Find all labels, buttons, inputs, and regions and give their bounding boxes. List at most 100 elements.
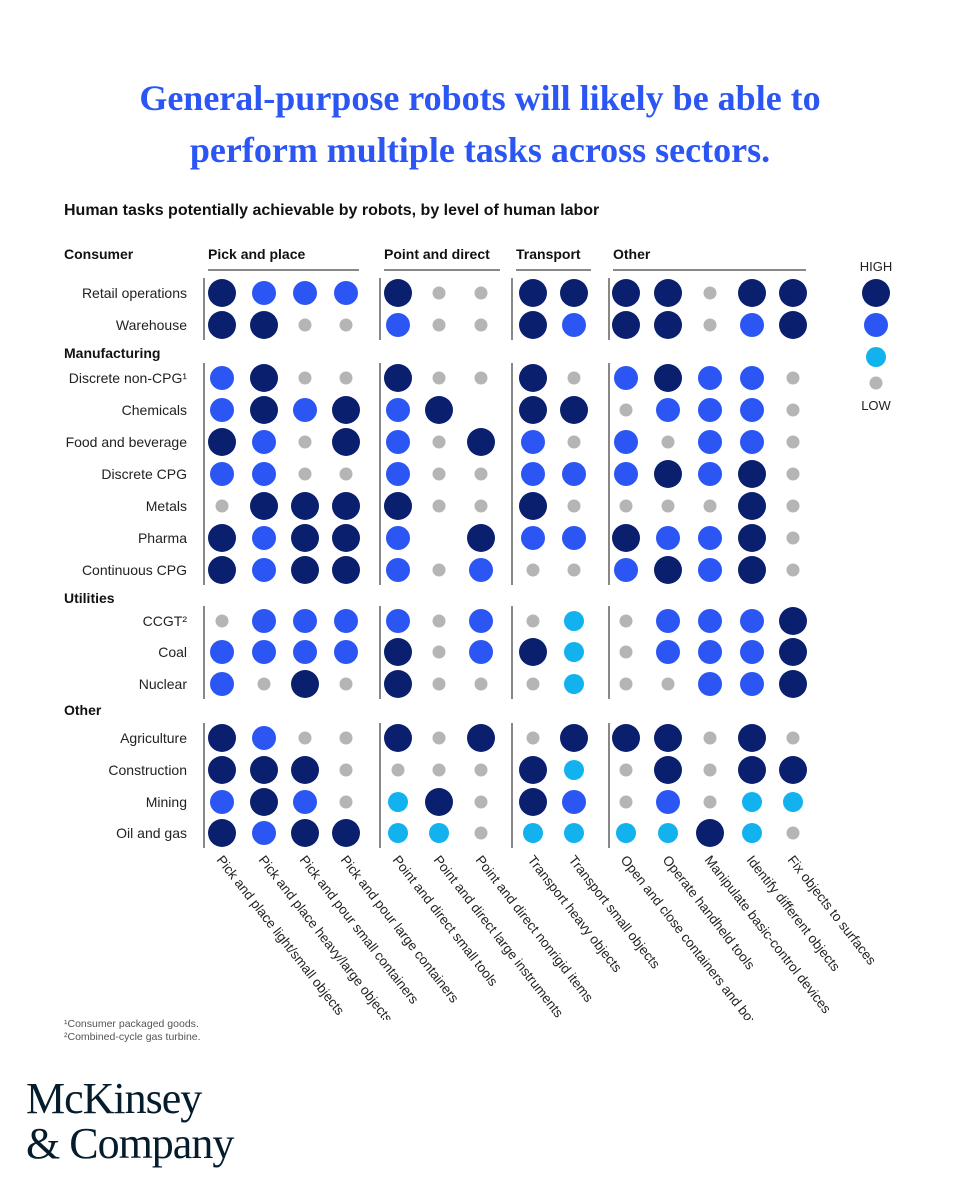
data-dot — [432, 677, 446, 691]
data-dot — [740, 398, 764, 422]
dot-matrix-chart: Pick and place Point and direct Transport O… — [64, 246, 893, 1020]
data-dot — [332, 556, 360, 584]
data-dot — [786, 826, 800, 840]
data-dot — [656, 398, 680, 422]
data-dot — [614, 462, 638, 486]
data-dot — [562, 313, 586, 337]
data-dot — [208, 279, 236, 307]
data-dot — [210, 398, 234, 422]
data-dot — [386, 558, 410, 582]
data-dot — [619, 677, 633, 691]
data-dot — [339, 318, 353, 332]
data-dot — [252, 609, 276, 633]
data-dot — [738, 724, 766, 752]
data-dot — [654, 756, 682, 784]
data-dot — [560, 279, 588, 307]
data-dot — [429, 823, 449, 843]
data-dot — [779, 638, 807, 666]
data-dot — [339, 677, 353, 691]
data-dot — [519, 788, 547, 816]
sector-row-label: Mining — [146, 794, 187, 810]
data-dot — [619, 645, 633, 659]
data-dot — [519, 311, 547, 339]
logo-line-2: & Company — [26, 1119, 234, 1168]
data-dot — [474, 826, 488, 840]
sector-row-label: Metals — [146, 498, 187, 514]
data-dot — [526, 677, 540, 691]
data-dot — [386, 398, 410, 422]
data-dot — [786, 499, 800, 513]
data-dot — [293, 609, 317, 633]
data-dot — [658, 823, 678, 843]
sector-row-label: Discrete CPG — [101, 466, 187, 482]
data-dot — [291, 492, 319, 520]
data-dot — [612, 724, 640, 752]
data-dot — [332, 428, 360, 456]
sector-row-label: Food and beverage — [66, 434, 188, 450]
data-dot — [564, 611, 584, 631]
data-dot — [293, 398, 317, 422]
data-dot — [783, 792, 803, 812]
data-dot — [334, 609, 358, 633]
data-dot — [619, 763, 633, 777]
data-dot — [560, 396, 588, 424]
data-dot — [698, 672, 722, 696]
data-dot — [654, 279, 682, 307]
data-dot — [332, 492, 360, 520]
data-dot — [432, 731, 446, 745]
data-dot — [388, 792, 408, 812]
sector-row-label: Construction — [108, 762, 187, 778]
data-dot — [474, 286, 488, 300]
data-dot — [740, 609, 764, 633]
data-dot — [384, 279, 412, 307]
data-dot — [661, 677, 675, 691]
data-dot — [779, 670, 807, 698]
data-dot — [384, 364, 412, 392]
data-dot — [339, 467, 353, 481]
task-group-label: Transport — [516, 246, 581, 262]
data-dot — [386, 609, 410, 633]
task-group-label: Point and direct — [384, 246, 490, 262]
data-dot — [386, 313, 410, 337]
data-dot — [703, 286, 717, 300]
data-dot — [208, 819, 236, 847]
data-dot — [291, 524, 319, 552]
data-dot — [786, 403, 800, 417]
data-dot — [562, 462, 586, 486]
data-dot — [740, 430, 764, 454]
data-dot — [386, 526, 410, 550]
data-dot — [779, 279, 807, 307]
legend-high-label: HIGH — [860, 259, 893, 274]
data-dot — [250, 788, 278, 816]
data-dot — [469, 640, 493, 664]
sector-row-label: Discrete non-CPG¹ — [69, 370, 188, 386]
data-dot — [208, 311, 236, 339]
sector-row-label: Coal — [158, 644, 187, 660]
data-dot — [252, 821, 276, 845]
data-dot — [425, 396, 453, 424]
data-dot — [656, 609, 680, 633]
data-dot — [786, 731, 800, 745]
data-dot — [740, 640, 764, 664]
data-dot — [654, 311, 682, 339]
data-dot — [738, 279, 766, 307]
data-dot — [252, 640, 276, 664]
data-dot — [432, 318, 446, 332]
data-dot — [786, 531, 800, 545]
data-dot — [654, 724, 682, 752]
data-dot — [386, 430, 410, 454]
data-dot — [250, 364, 278, 392]
data-dot — [519, 492, 547, 520]
legend-dot — [862, 279, 890, 307]
data-dot — [612, 311, 640, 339]
data-dot — [738, 524, 766, 552]
data-dot — [425, 788, 453, 816]
task-group-label: Pick and place — [208, 246, 305, 262]
data-dot — [432, 563, 446, 577]
data-dot — [291, 556, 319, 584]
data-dot — [250, 311, 278, 339]
data-dot — [432, 614, 446, 628]
data-dot — [740, 313, 764, 337]
data-dot — [567, 499, 581, 513]
data-dot — [388, 823, 408, 843]
